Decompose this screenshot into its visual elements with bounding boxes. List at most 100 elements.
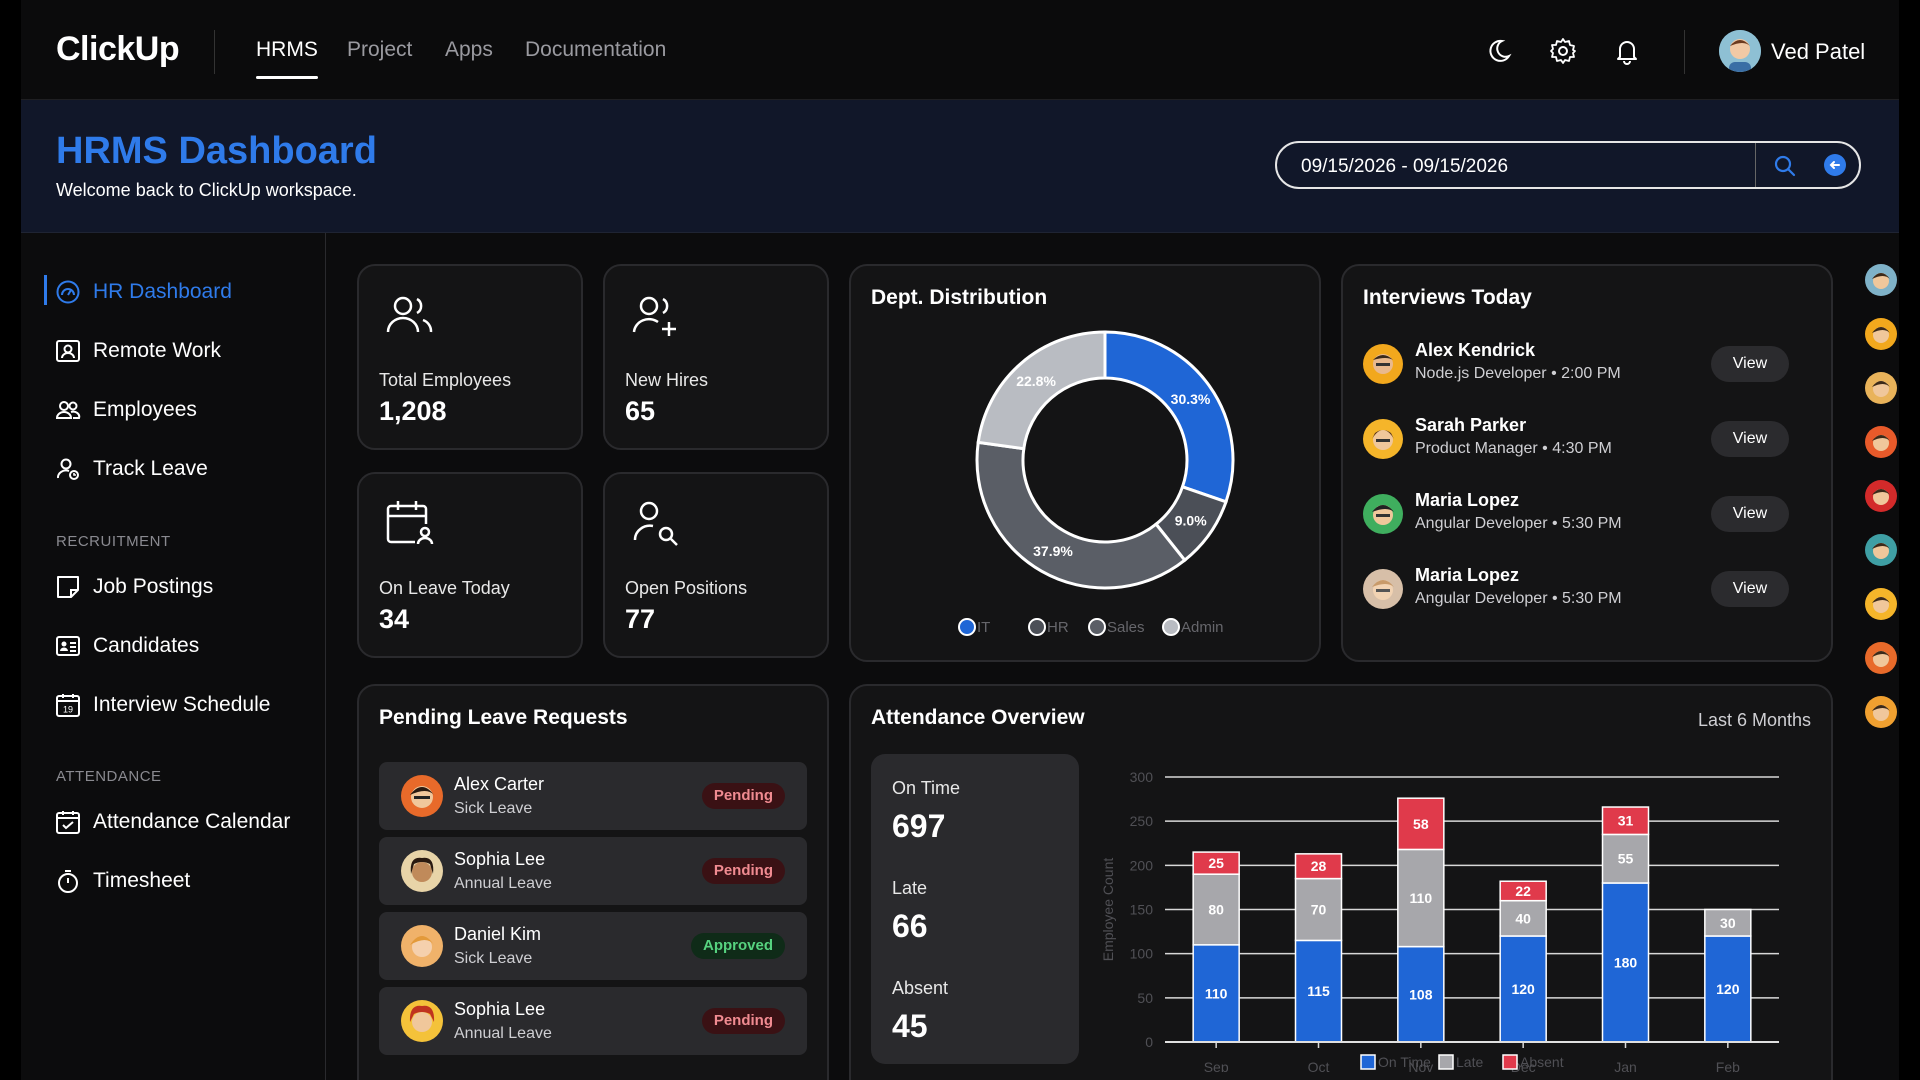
legend-label-it[interactable]: IT [977,619,990,636]
bar-value-label: 40 [1515,910,1531,926]
pie-slice-sales[interactable] [975,440,1187,590]
team-member-avatar[interactable] [1865,426,1897,458]
bar-late-dec[interactable] [1499,899,1547,937]
legend-label-absent[interactable]: Absent [1520,1054,1564,1070]
app-window: ClickUp HRMS Project Apps Documentation … [21,0,1899,1080]
stat-card-new-hires[interactable]: New Hires 65 [603,264,829,450]
nav-divider [1684,30,1685,74]
attendance-summary: On Time 697 Late 66 Absent 45 [871,754,1079,1064]
team-member-avatar[interactable] [1865,534,1897,566]
bar-on-time-jan[interactable] [1601,882,1650,1043]
bar-on-time-sep[interactable] [1192,944,1240,1043]
bar-late-oct[interactable] [1294,877,1343,942]
leave-request-row[interactable]: Daniel Kim Sick Leave Approved [379,912,807,980]
pie-slice-admin[interactable] [976,330,1107,451]
leave-request-row[interactable]: Sophia Lee Annual Leave Pending [379,837,807,905]
candidate-name: Maria Lopez [1415,565,1520,585]
candidate-name: Sarah Parker [1415,415,1527,435]
avatar [401,1000,443,1042]
legend-label-on-time[interactable]: On Time [1378,1054,1431,1070]
sidebar-item-label: Attendance Calendar [93,810,291,833]
moon-icon[interactable] [1484,36,1514,66]
legend-label-sales[interactable]: Sales [1107,619,1145,636]
team-member-avatar[interactable] [1865,588,1897,620]
bar-value-label: 120 [1716,981,1740,997]
sidebar-item-timesheet[interactable]: Timesheet [55,865,315,897]
bar-value-label: 22 [1515,883,1531,899]
y-tick-label: 0 [1145,1034,1153,1050]
bar-on-time-oct[interactable] [1294,939,1343,1043]
sidebar-item-attendance-calendar[interactable]: Attendance Calendar [55,806,315,838]
sidebar-item-remote-work[interactable]: Remote Work [55,335,315,367]
period-selector[interactable]: Last 6 Months [1697,710,1811,730]
attendance-overview-card: Attendance Overview Last 6 Months On Tim… [849,684,1833,1080]
nav-link-apps[interactable]: Apps [445,38,493,61]
user-name[interactable]: Ved Patel [1771,39,1866,64]
y-axis-label: Employee Count [1100,858,1116,962]
stat-value: 65 [625,396,656,426]
team-member-avatar[interactable] [1865,480,1897,512]
interview-row[interactable]: Sarah Parker Product Manager • 4:30 PM V… [1363,413,1793,469]
pie-slice-it[interactable] [1103,330,1235,504]
team-member-avatar[interactable] [1865,642,1897,674]
interview-row[interactable]: Alex Kendrick Node.js Developer • 2:00 P… [1363,338,1793,394]
date-range-picker[interactable]: 09/15/2026 - 09/15/2026 [1275,141,1861,189]
view-button[interactable]: View [1711,496,1789,532]
app-logo[interactable]: ClickUp [56,30,180,68]
user-avatar[interactable] [1719,30,1761,72]
user-search-icon [631,498,681,548]
legend-label-admin[interactable]: Admin [1181,619,1224,636]
bar-absent-dec[interactable] [1499,880,1547,902]
view-button[interactable]: View [1711,421,1789,457]
gear-icon[interactable] [1548,36,1578,66]
bell-icon[interactable] [1612,36,1642,66]
calendar-check-icon [55,809,81,835]
interview-row[interactable]: Maria Lopez Angular Developer • 5:30 PM … [1363,563,1793,619]
bar-late-feb[interactable] [1704,908,1752,937]
arrow-left-icon[interactable] [1824,154,1846,176]
nav-link-hrms[interactable]: HRMS [256,38,318,61]
sidebar-item-interview-schedule[interactable]: 19 Interview Schedule [55,689,315,721]
candidate-role: Angular Developer • 5:30 PM [1415,515,1622,532]
interview-row[interactable]: Maria Lopez Angular Developer • 5:30 PM … [1363,488,1793,544]
stat-card-on-leave-today[interactable]: On Leave Today 34 [357,472,583,658]
bar-value-label: 180 [1614,955,1638,971]
stat-card-total-employees[interactable]: Total Employees 1,208 [357,264,583,450]
view-button[interactable]: View [1711,346,1789,382]
leave-request-row[interactable]: Alex Carter Sick Leave Pending [379,762,807,830]
bar-absent-sep[interactable] [1192,851,1240,875]
stat-value: 34 [379,604,410,634]
stat-card-open-positions[interactable]: Open Positions 77 [603,472,829,658]
calendar-icon: 19 [55,692,81,718]
nav-link-project[interactable]: Project [347,38,413,61]
sidebar-item-job-postings[interactable]: Job Postings [55,571,315,603]
bar-absent-nov[interactable] [1397,797,1445,851]
summary-label-on-time: On Time [892,778,961,798]
legend-label-late[interactable]: Late [1456,1054,1483,1070]
employee-name: Alex Carter [454,774,545,794]
team-member-avatar[interactable] [1865,318,1897,350]
sidebar-item-employees[interactable]: Employees [55,394,315,426]
page-title: HRMS Dashboard [56,130,377,172]
sidebar-item-label: Remote Work [93,339,221,362]
leave-request-row[interactable]: Sophia Lee Annual Leave Pending [379,987,807,1055]
team-member-avatar[interactable] [1865,372,1897,404]
team-member-avatar[interactable] [1865,264,1897,296]
sidebar-item-track-leave[interactable]: Track Leave [55,453,315,485]
bar-absent-jan[interactable] [1601,806,1650,836]
team-member-avatar[interactable] [1865,696,1897,728]
bar-on-time-feb[interactable] [1704,935,1752,1043]
sidebar-item-label: HR Dashboard [93,280,232,303]
sidebar-item-candidates[interactable]: Candidates [55,630,315,662]
view-button[interactable]: View [1711,571,1789,607]
bar-value-label: 70 [1311,902,1327,918]
date-range-value[interactable]: 09/15/2026 - 09/15/2026 [1301,156,1509,177]
bar-on-time-nov[interactable] [1397,945,1445,1043]
sidebar-item-hr-dashboard[interactable]: HR Dashboard [55,276,315,308]
legend-label-hr[interactable]: HR [1047,619,1069,636]
pie-slice-label: 37.9% [1033,543,1073,559]
card-title: Attendance Overview [871,706,1085,729]
bar-absent-oct[interactable] [1294,853,1343,880]
nav-link-documentation[interactable]: Documentation [525,38,667,61]
search-icon[interactable] [1772,153,1798,179]
